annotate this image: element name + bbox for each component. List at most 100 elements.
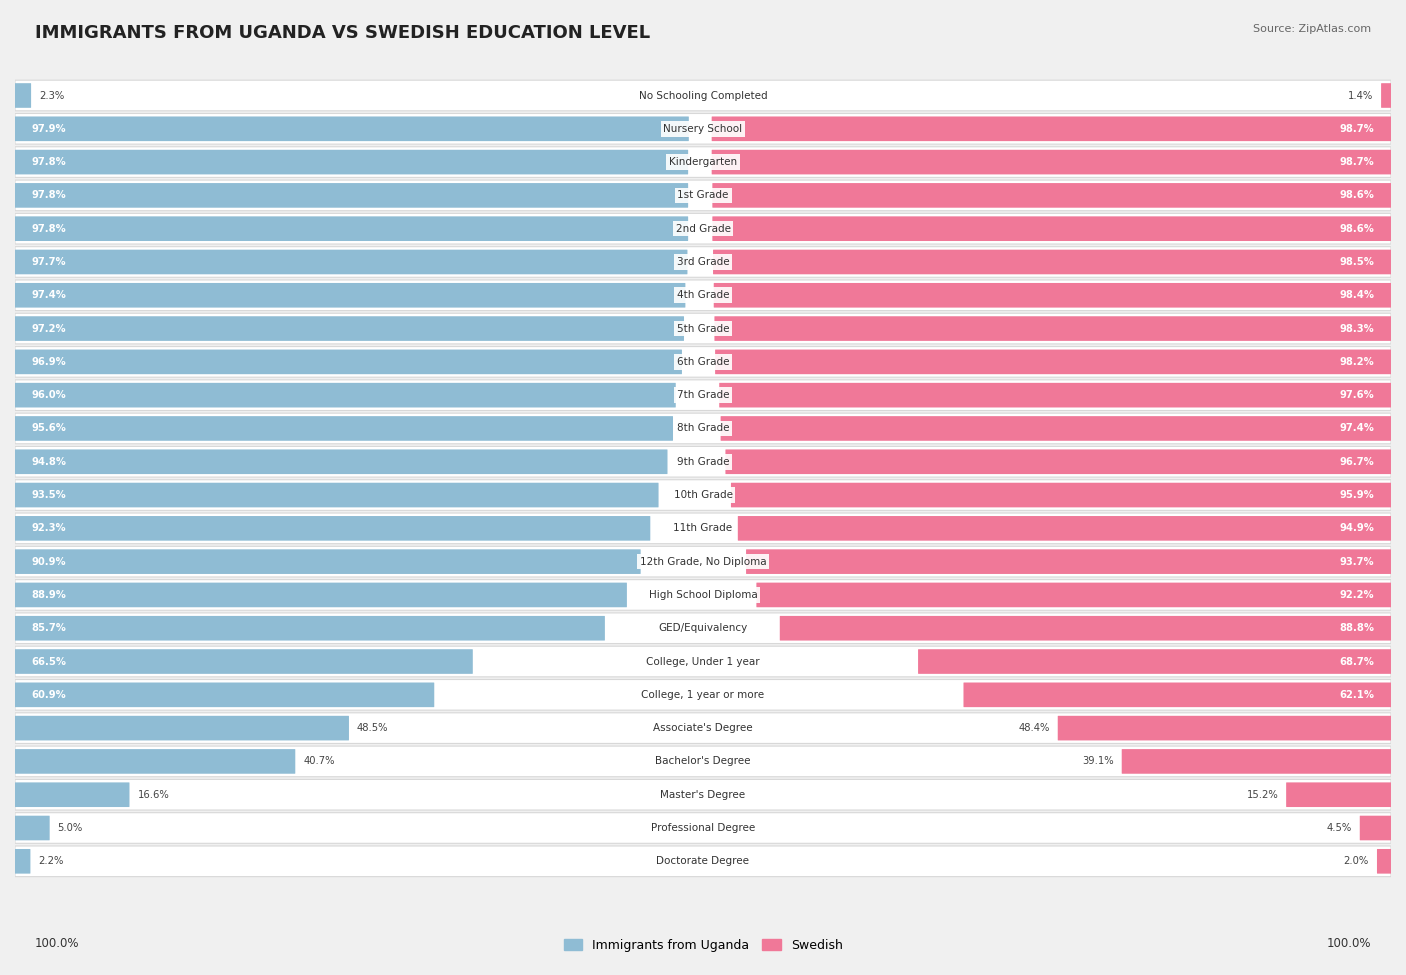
Text: 93.7%: 93.7% [1340, 557, 1375, 566]
FancyBboxPatch shape [14, 116, 689, 141]
Text: 60.9%: 60.9% [31, 690, 66, 700]
Text: 40.7%: 40.7% [304, 757, 335, 766]
Text: 10th Grade: 10th Grade [673, 490, 733, 500]
Text: 94.8%: 94.8% [31, 456, 66, 467]
Text: 98.4%: 98.4% [1340, 291, 1375, 300]
FancyBboxPatch shape [14, 416, 673, 441]
FancyBboxPatch shape [14, 616, 605, 641]
FancyBboxPatch shape [15, 579, 1391, 610]
FancyBboxPatch shape [711, 150, 1392, 175]
Text: College, 1 year or more: College, 1 year or more [641, 690, 765, 700]
FancyBboxPatch shape [1360, 816, 1392, 840]
FancyBboxPatch shape [15, 214, 1391, 244]
FancyBboxPatch shape [780, 616, 1392, 641]
FancyBboxPatch shape [14, 183, 688, 208]
FancyBboxPatch shape [14, 816, 49, 840]
Text: 97.6%: 97.6% [1340, 390, 1375, 400]
FancyBboxPatch shape [15, 313, 1391, 344]
Text: Kindergarten: Kindergarten [669, 157, 737, 167]
FancyBboxPatch shape [711, 116, 1392, 141]
FancyBboxPatch shape [15, 147, 1391, 177]
FancyBboxPatch shape [15, 346, 1391, 377]
Text: 7th Grade: 7th Grade [676, 390, 730, 400]
FancyBboxPatch shape [15, 680, 1391, 710]
Text: 100.0%: 100.0% [35, 937, 80, 950]
Text: 93.5%: 93.5% [31, 490, 66, 500]
FancyBboxPatch shape [1376, 849, 1392, 874]
Text: 97.4%: 97.4% [31, 291, 66, 300]
FancyBboxPatch shape [14, 549, 641, 574]
Text: Doctorate Degree: Doctorate Degree [657, 856, 749, 867]
FancyBboxPatch shape [14, 483, 658, 507]
FancyBboxPatch shape [14, 649, 472, 674]
FancyBboxPatch shape [15, 846, 1391, 877]
FancyBboxPatch shape [963, 682, 1392, 707]
FancyBboxPatch shape [15, 280, 1391, 311]
Text: 62.1%: 62.1% [1340, 690, 1375, 700]
Text: No Schooling Completed: No Schooling Completed [638, 91, 768, 100]
FancyBboxPatch shape [714, 316, 1392, 341]
Text: 98.6%: 98.6% [1340, 190, 1375, 201]
FancyBboxPatch shape [14, 583, 627, 607]
Legend: Immigrants from Uganda, Swedish: Immigrants from Uganda, Swedish [558, 934, 848, 957]
Text: 96.9%: 96.9% [31, 357, 66, 367]
Text: 98.5%: 98.5% [1340, 257, 1375, 267]
FancyBboxPatch shape [14, 682, 434, 707]
FancyBboxPatch shape [15, 413, 1391, 444]
Text: 48.4%: 48.4% [1018, 723, 1050, 733]
Text: 1st Grade: 1st Grade [678, 190, 728, 201]
Text: 98.3%: 98.3% [1340, 324, 1375, 333]
Text: 9th Grade: 9th Grade [676, 456, 730, 467]
FancyBboxPatch shape [14, 150, 688, 175]
Text: 68.7%: 68.7% [1340, 656, 1375, 667]
Text: Bachelor's Degree: Bachelor's Degree [655, 757, 751, 766]
Text: 98.2%: 98.2% [1340, 357, 1375, 367]
FancyBboxPatch shape [14, 383, 676, 408]
Text: Source: ZipAtlas.com: Source: ZipAtlas.com [1253, 24, 1371, 34]
Text: 92.3%: 92.3% [31, 524, 66, 533]
Text: 6th Grade: 6th Grade [676, 357, 730, 367]
FancyBboxPatch shape [725, 449, 1392, 474]
Text: 97.8%: 97.8% [31, 190, 66, 201]
FancyBboxPatch shape [15, 180, 1391, 211]
Text: 92.2%: 92.2% [1340, 590, 1375, 600]
Text: 96.0%: 96.0% [31, 390, 66, 400]
FancyBboxPatch shape [15, 813, 1391, 843]
FancyBboxPatch shape [15, 380, 1391, 410]
Text: 15.2%: 15.2% [1246, 790, 1278, 799]
FancyBboxPatch shape [720, 383, 1392, 408]
Text: 5th Grade: 5th Grade [676, 324, 730, 333]
Text: 98.7%: 98.7% [1340, 124, 1375, 134]
FancyBboxPatch shape [14, 749, 295, 774]
Text: 2.0%: 2.0% [1344, 856, 1369, 867]
Text: 48.5%: 48.5% [357, 723, 388, 733]
Text: GED/Equivalency: GED/Equivalency [658, 623, 748, 633]
Text: 4.5%: 4.5% [1326, 823, 1351, 833]
Text: 98.6%: 98.6% [1340, 223, 1375, 234]
Text: 95.6%: 95.6% [31, 423, 66, 434]
FancyBboxPatch shape [738, 516, 1392, 541]
FancyBboxPatch shape [14, 216, 688, 241]
FancyBboxPatch shape [15, 80, 1391, 111]
Text: 12th Grade, No Diploma: 12th Grade, No Diploma [640, 557, 766, 566]
FancyBboxPatch shape [756, 583, 1392, 607]
Text: College, Under 1 year: College, Under 1 year [647, 656, 759, 667]
FancyBboxPatch shape [714, 283, 1392, 307]
Text: 97.9%: 97.9% [31, 124, 66, 134]
FancyBboxPatch shape [14, 350, 682, 374]
Text: 90.9%: 90.9% [31, 557, 66, 566]
FancyBboxPatch shape [14, 83, 31, 108]
FancyBboxPatch shape [15, 480, 1391, 510]
Text: 96.7%: 96.7% [1340, 456, 1375, 467]
FancyBboxPatch shape [1381, 83, 1392, 108]
FancyBboxPatch shape [721, 416, 1392, 441]
Text: 94.9%: 94.9% [1340, 524, 1375, 533]
FancyBboxPatch shape [1057, 716, 1392, 740]
Text: 1.4%: 1.4% [1348, 91, 1374, 100]
Text: 85.7%: 85.7% [31, 623, 66, 633]
Text: 11th Grade: 11th Grade [673, 524, 733, 533]
FancyBboxPatch shape [15, 247, 1391, 277]
Text: High School Diploma: High School Diploma [648, 590, 758, 600]
FancyBboxPatch shape [15, 113, 1391, 144]
FancyBboxPatch shape [15, 713, 1391, 744]
